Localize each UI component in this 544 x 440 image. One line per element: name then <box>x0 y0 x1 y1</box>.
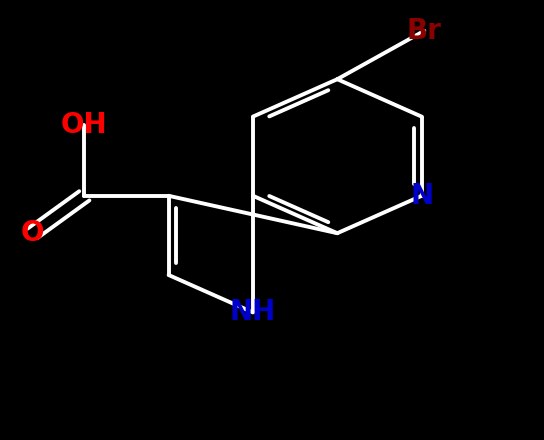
Text: N: N <box>410 182 433 210</box>
Text: NH: NH <box>230 298 276 326</box>
Text: O: O <box>21 219 45 247</box>
Text: OH: OH <box>61 111 108 139</box>
Text: Br: Br <box>407 17 442 45</box>
